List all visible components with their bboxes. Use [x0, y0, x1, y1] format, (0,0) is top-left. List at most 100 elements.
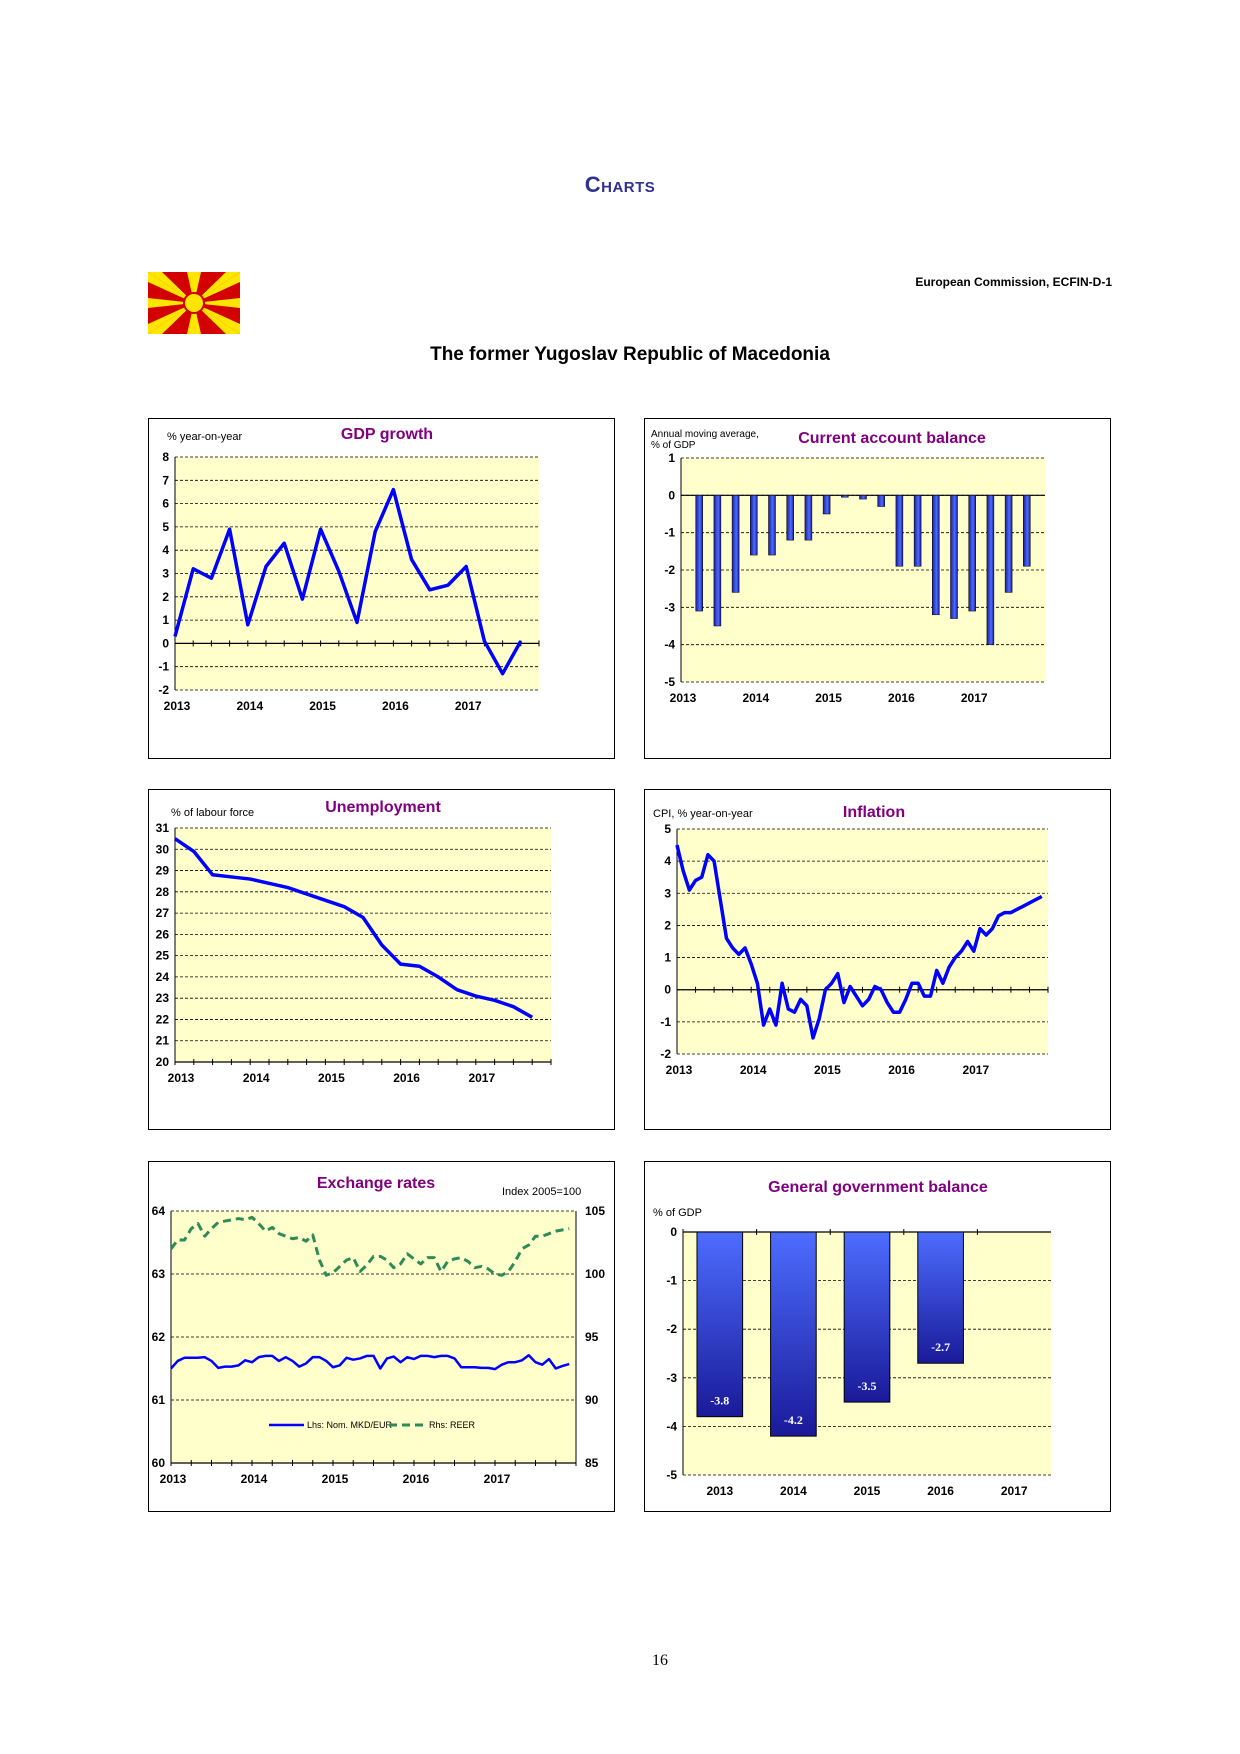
page-number: 16 — [652, 1652, 668, 1669]
y-tick-label: 3 — [162, 567, 169, 581]
x-tick-label: 2014 — [740, 1063, 767, 1077]
y-tick-label: 8 — [162, 450, 169, 464]
x-tick-label: 2015 — [854, 1484, 881, 1498]
y-tick-label: -5 — [664, 675, 675, 689]
y-tick-label: 22 — [156, 1012, 170, 1026]
y-tick-label: -1 — [660, 1015, 671, 1029]
x-tick-label: 2017 — [484, 1472, 511, 1486]
bar — [968, 495, 976, 612]
y-right-tick-label: 90 — [585, 1393, 599, 1407]
chart-unit: % of labour force — [171, 807, 254, 819]
x-tick-label: 2015 — [318, 1071, 345, 1085]
y-tick-label: 31 — [156, 821, 170, 835]
credit-line: European Commission, ECFIN-D-1 — [915, 275, 1112, 289]
x-tick-label: 2014 — [236, 699, 263, 713]
gdp-plot: -2 -1 0 1 2 3 4 5 6 7 8 2013 2014 2015 2016 2017 — [158, 450, 540, 713]
x-tick-label: 2015 — [815, 691, 842, 705]
x-tick-label: 2014 — [243, 1071, 270, 1085]
x-tick-label: 2017 — [455, 699, 482, 713]
bar — [770, 1231, 817, 1437]
inflation-panel: Inflation CPI, % year-on-year -2 -1 0 1 2 3 4 5… — [644, 789, 1111, 1130]
y-tick-label: -1 — [158, 660, 169, 674]
y-tick-label: -4 — [664, 638, 675, 652]
bar — [822, 495, 831, 515]
y-tick-label: -1 — [666, 1274, 677, 1288]
current-account-panel: Current account balance Annual moving av… — [644, 418, 1111, 759]
bar-value-label: -4.2 — [784, 1413, 803, 1427]
y-tick-label: 20 — [156, 1055, 170, 1069]
y-tick-label: 25 — [156, 949, 170, 963]
bar — [986, 495, 995, 645]
y-tick-label: -2 — [660, 1047, 671, 1061]
bar — [859, 495, 867, 500]
inflation-plot: -2 -1 0 1 2 3 4 5 2013 2014 2015 2016 2017 — [660, 822, 1049, 1077]
y-tick-label: -2 — [158, 683, 169, 697]
bar — [731, 495, 740, 593]
bar — [913, 495, 922, 567]
y-right-tick-label: 85 — [585, 1456, 599, 1470]
x-tick-label: 2013 — [160, 1472, 187, 1486]
bar — [843, 1231, 891, 1403]
legend-label-nominal: Lhs: Nom. MKD/EUR — [307, 1420, 393, 1430]
exchange-rates-panel: Exchange rates Index 2005=100 60 61 62 63 64… — [148, 1161, 615, 1512]
y-tick-label: 21 — [156, 1034, 170, 1048]
y-tick-label: -2 — [664, 563, 675, 577]
x-tick-label: 2016 — [382, 699, 409, 713]
x-tick-label: 2014 — [780, 1484, 807, 1498]
y-tick-label: 1 — [664, 951, 671, 965]
x-tick-label: 2015 — [814, 1063, 841, 1077]
x-tick-label: 2017 — [962, 1063, 989, 1077]
chart-title: GDP growth — [341, 426, 433, 443]
y-tick-label: -3 — [666, 1371, 677, 1385]
chart-title: Unemployment — [325, 799, 441, 816]
y-tick-label: -5 — [666, 1468, 677, 1482]
flag-sun — [183, 292, 205, 314]
exchange-rates-plot: 60 61 62 63 64 85 90 95 100 105 2013 2014 2015 2016 20… — [152, 1204, 606, 1486]
government-balance-plot: -5 -4 -3 -2 -1 0 2013 2014 2015 2016 2017 -3.8 -4.2 -… — [666, 1225, 1051, 1498]
y-tick-label: 24 — [156, 970, 170, 984]
y-tick-label: 27 — [156, 906, 170, 920]
bar — [750, 495, 758, 556]
y-tick-label: 5 — [162, 520, 169, 534]
y-tick-label: -4 — [666, 1419, 677, 1433]
x-tick-label: 2014 — [241, 1472, 268, 1486]
bar — [1023, 495, 1031, 567]
y-tick-label: 6 — [162, 497, 169, 511]
y-tick-label: 7 — [162, 473, 169, 487]
government-balance-panel: General government balance % of GDP -5 -4… — [644, 1161, 1111, 1512]
y-tick-label: 2 — [664, 918, 671, 932]
y-tick-label: 0 — [664, 983, 671, 997]
exchange-rates-chart: Exchange rates Index 2005=100 60 61 62 63 64… — [152, 1175, 606, 1486]
y-tick-label: 2 — [162, 590, 169, 604]
series-line — [173, 487, 523, 676]
chart-title: General government balance — [768, 1179, 988, 1196]
bar — [696, 1231, 744, 1418]
bar — [950, 495, 958, 619]
y-tick-label: 3 — [664, 886, 671, 900]
y-tick-label: -3 — [664, 600, 675, 614]
y-right-tick-label: 105 — [585, 1204, 605, 1218]
x-tick-label: 2013 — [666, 1063, 693, 1077]
x-tick-label: 2016 — [393, 1071, 420, 1085]
bar-value-label: -3.5 — [858, 1379, 877, 1393]
y-tick-label: 1 — [162, 613, 169, 627]
chart-unit: CPI, % year-on-year — [653, 808, 753, 820]
government-balance-chart: General government balance % of GDP -5 -4… — [653, 1179, 1051, 1498]
bar-value-label: -3.8 — [710, 1394, 729, 1408]
x-tick-label: 2013 — [670, 691, 697, 705]
y-tick-label: 60 — [152, 1456, 166, 1470]
bar-value-label: -2.7 — [931, 1340, 950, 1354]
plot-area — [175, 828, 551, 1062]
x-tick-label: 2016 — [927, 1484, 954, 1498]
chart-title: Exchange rates — [317, 1175, 435, 1192]
y-tick-label: 26 — [156, 927, 170, 941]
bar — [895, 495, 904, 567]
bar — [786, 495, 794, 541]
y-right-tick-label: 95 — [585, 1330, 599, 1344]
x-tick-label: 2015 — [322, 1472, 349, 1486]
y-tick-label: 63 — [152, 1267, 166, 1281]
gdp-growth-chart: GDP growth % year-on-year -2 -1 0 1 2 3 4 5 6 7 8 2… — [158, 426, 540, 713]
x-tick-label: 2015 — [309, 699, 336, 713]
bar — [713, 495, 722, 627]
unemployment-plot: 20 21 22 23 24 25 26 27 28 29 30 31 2013 2014 2015 2016… — [156, 821, 552, 1085]
